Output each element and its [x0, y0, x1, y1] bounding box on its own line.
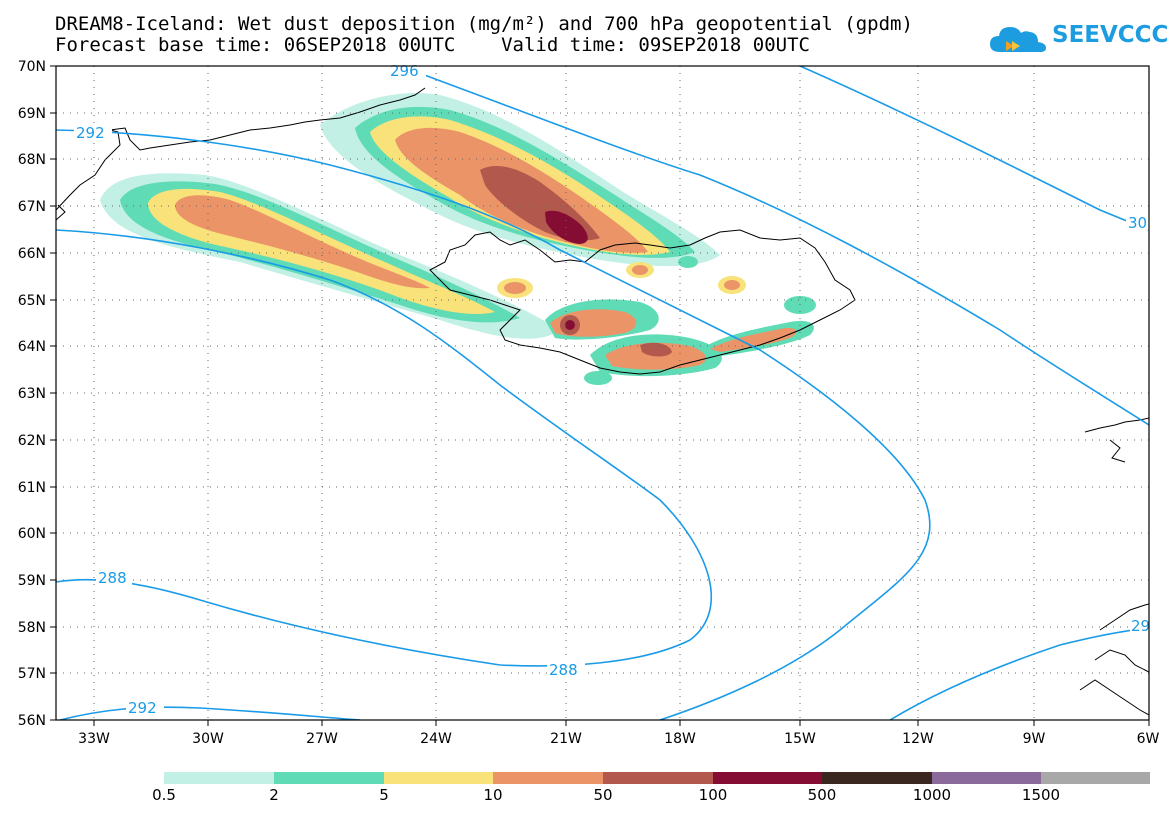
lat-label: 63N: [18, 386, 46, 402]
colorbar-label: 1500: [1021, 786, 1061, 804]
lat-label: 70N: [18, 59, 46, 75]
colorbar-label: 500: [807, 786, 837, 804]
lon-label: 6W: [1137, 731, 1160, 747]
contour-label-296: 296: [390, 62, 419, 80]
lon-label: 12W: [902, 731, 934, 747]
colorbar-label: 0.5: [152, 786, 176, 804]
contour-29-right: [889, 627, 1149, 720]
contour-292-north: [56, 129, 931, 720]
lat-label: 60N: [18, 526, 46, 542]
lon-label: 27W: [306, 731, 338, 747]
lon-labels: 33W 30W 27W 24W 21W 18W 15W 12W 9W 6W: [78, 731, 1159, 747]
lat-label: 57N: [18, 666, 46, 682]
lat-label: 67N: [18, 199, 46, 215]
lon-label: 15W: [784, 731, 816, 747]
lat-label: 69N: [18, 106, 46, 122]
title-line-1: DREAM8-Iceland: Wet dust deposition (mg/…: [55, 13, 913, 35]
dust-deposition-field: [100, 93, 816, 385]
colorbar-label: 5: [379, 786, 389, 804]
contour-label-288-mid: 288: [549, 661, 578, 679]
colorbar-label: 100: [698, 786, 728, 804]
lat-label: 68N: [18, 152, 46, 168]
lat-label: 59N: [18, 573, 46, 589]
lat-label: 66N: [18, 246, 46, 262]
colorbar-label: 50: [593, 786, 613, 804]
contour-label-292-left: 292: [76, 124, 105, 142]
lon-label: 9W: [1023, 731, 1046, 747]
contour-292-west: [56, 229, 713, 667]
lat-label: 64N: [18, 339, 46, 355]
colorbar-label: 10: [483, 786, 503, 804]
logo-text: SEEVCCC: [1052, 22, 1169, 48]
contour-label-288-left: 288: [98, 569, 127, 587]
colorbar-swatch: [384, 772, 493, 784]
colorbar-swatch: [493, 772, 603, 784]
contour-label-300: 30: [1128, 214, 1147, 232]
lon-label: 33W: [78, 731, 110, 747]
colorbar-swatch: [164, 772, 274, 784]
grid-lines: [56, 66, 1149, 720]
lat-label: 65N: [18, 293, 46, 309]
geopotential-contours: [56, 66, 1149, 720]
colorbar-label: 1000: [912, 786, 952, 804]
lon-label: 18W: [664, 731, 696, 747]
contour-296: [399, 66, 1149, 426]
colorbar-label: 2: [269, 786, 279, 804]
cloud-logo-icon: [990, 27, 1046, 52]
lat-label: 62N: [18, 433, 46, 449]
title-line-2: Forecast base time: 06SEP2018 00UTC Vali…: [55, 34, 810, 56]
colorbar-swatch: [1041, 772, 1150, 784]
lon-label: 30W: [192, 731, 224, 747]
contour-label-292-bottom: 292: [128, 699, 157, 717]
colorbar-swatch: [713, 772, 822, 784]
contour-292-south: [59, 706, 361, 720]
colorbar-swatch: [274, 772, 384, 784]
lon-label: 21W: [550, 731, 582, 747]
contour-labels: 296 292 30 288 288 292 29: [74, 62, 1150, 717]
lat-label: 56N: [18, 713, 46, 729]
colorbar-swatch: [603, 772, 713, 784]
colorbar-swatch: [932, 772, 1041, 784]
contour-300: [799, 66, 1149, 231]
lon-label: 24W: [420, 731, 452, 747]
lat-labels: 70N 69N 68N 67N 66N 65N 64N 63N 62N 61N …: [18, 59, 46, 729]
contour-label-29-right: 29: [1131, 617, 1150, 635]
lat-label: 58N: [18, 620, 46, 636]
colorbar-swatch: [822, 772, 932, 784]
lat-label: 61N: [18, 480, 46, 496]
axis-ticks: [50, 65, 1150, 726]
